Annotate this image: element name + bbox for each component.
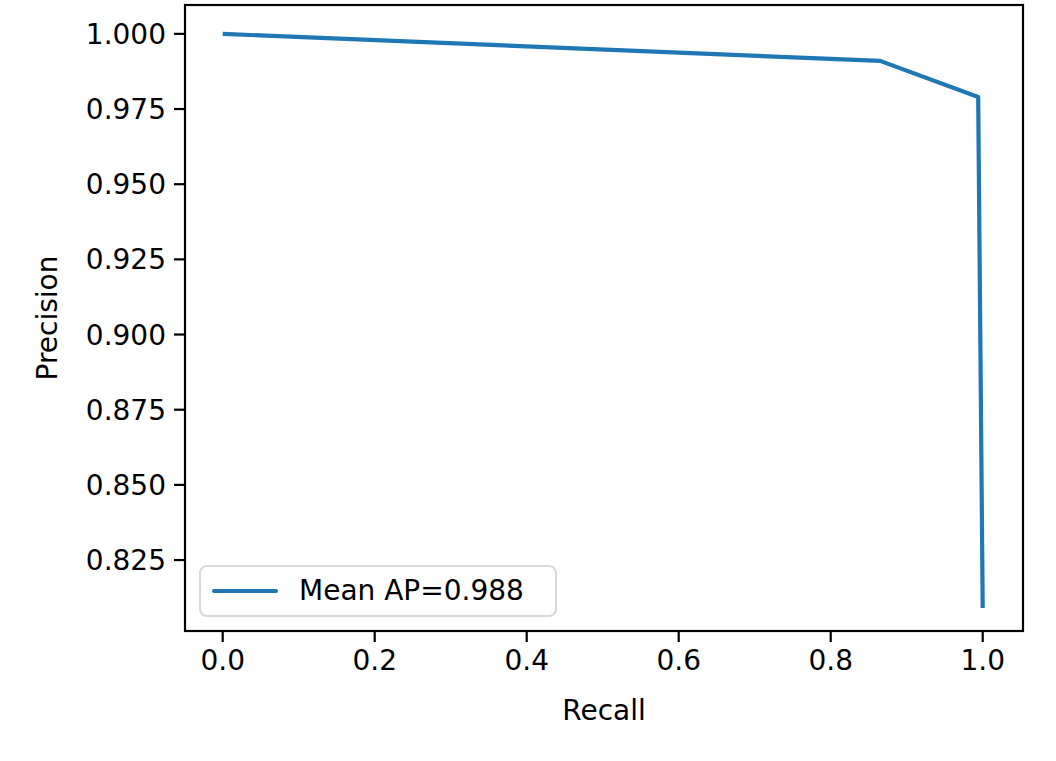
y-tick-label: 1.000 (86, 18, 166, 51)
y-tick-label: 0.875 (86, 394, 166, 427)
y-axis-label: Precision (31, 256, 64, 381)
pr-curve-figure: 0.0 0.2 0.4 0.6 0.8 1.0 0.825 0.850 0.875 0.900 0.… (0, 0, 1056, 761)
x-tick-label: 0.0 (200, 644, 245, 677)
legend-line-swatch (212, 589, 278, 593)
plot-spines (185, 5, 1023, 631)
x-tick-label: 0.6 (656, 644, 701, 677)
x-tick-label: 1.0 (960, 644, 1005, 677)
pr-curve-line (223, 34, 983, 608)
x-axis-label: Recall (562, 694, 646, 727)
legend-label: Mean AP=0.988 (299, 577, 524, 605)
x-tick-label: 0.4 (504, 644, 549, 677)
y-tick-label: 0.850 (86, 469, 166, 502)
y-tick-label: 0.975 (86, 93, 166, 126)
y-tick-label: 0.825 (86, 544, 166, 577)
legend: Mean AP=0.988 (199, 565, 557, 617)
y-tick-label: 0.900 (86, 319, 166, 352)
pr-curve-chart: 0.0 0.2 0.4 0.6 0.8 1.0 0.825 0.850 0.875 0.900 0.… (0, 0, 1056, 761)
x-tick-label: 0.8 (808, 644, 853, 677)
y-tick-label: 0.950 (86, 168, 166, 201)
y-tick-label: 0.925 (86, 243, 166, 276)
x-tick-label: 0.2 (352, 644, 397, 677)
